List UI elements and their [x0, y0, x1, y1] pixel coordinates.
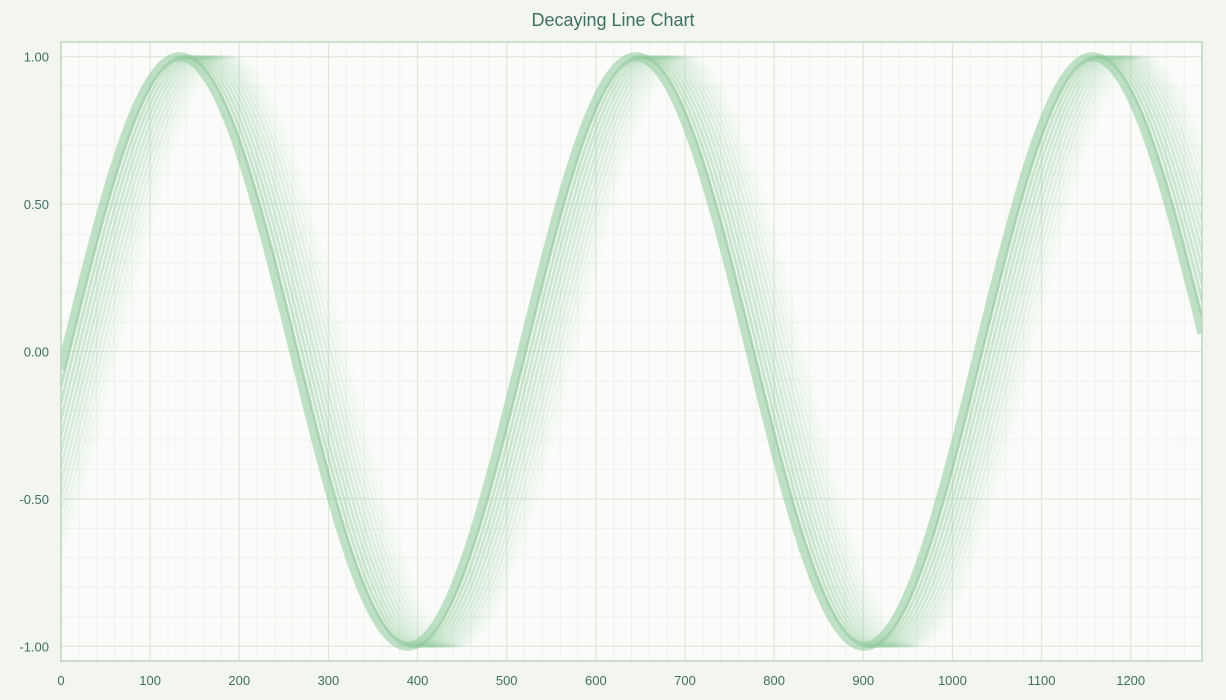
- x-tick-label: 900: [852, 673, 874, 688]
- series-line: [61, 55, 1202, 648]
- x-tick-label: 300: [318, 673, 340, 688]
- series-line: [61, 55, 1202, 648]
- y-tick-label: 0.50: [24, 197, 49, 212]
- chart-title: Decaying Line Chart: [531, 10, 695, 30]
- y-tick-label: -0.50: [19, 492, 49, 507]
- x-tick-label: 0: [57, 673, 64, 688]
- x-tick-label: 800: [763, 673, 785, 688]
- x-tick-label: 1200: [1116, 673, 1145, 688]
- series-line: [61, 55, 1202, 648]
- x-tick-label: 700: [674, 673, 696, 688]
- series-line: [61, 55, 1202, 648]
- series-line: [61, 55, 1202, 648]
- series-line: [61, 55, 1202, 648]
- series-group: [61, 52, 1202, 651]
- x-tick-label: 500: [496, 673, 518, 688]
- plot-border: [60, 41, 1203, 662]
- x-tick-label: 200: [228, 673, 250, 688]
- series-line: [61, 55, 1202, 648]
- series-line: [61, 55, 1202, 648]
- x-tick-label: 400: [407, 673, 429, 688]
- x-tick-label: 600: [585, 673, 607, 688]
- series-line: [61, 55, 1202, 648]
- series-line: [61, 55, 1202, 648]
- y-tick-label: 1.00: [24, 50, 49, 65]
- x-tick-label: 1100: [1028, 673, 1056, 688]
- y-tick-label: -1.00: [19, 639, 49, 654]
- series-line: [61, 55, 1202, 648]
- y-tick-label: 0.00: [24, 345, 49, 360]
- x-tick-label: 100: [139, 673, 161, 688]
- series-line: [61, 52, 1202, 651]
- x-tick-label: 1000: [938, 673, 967, 688]
